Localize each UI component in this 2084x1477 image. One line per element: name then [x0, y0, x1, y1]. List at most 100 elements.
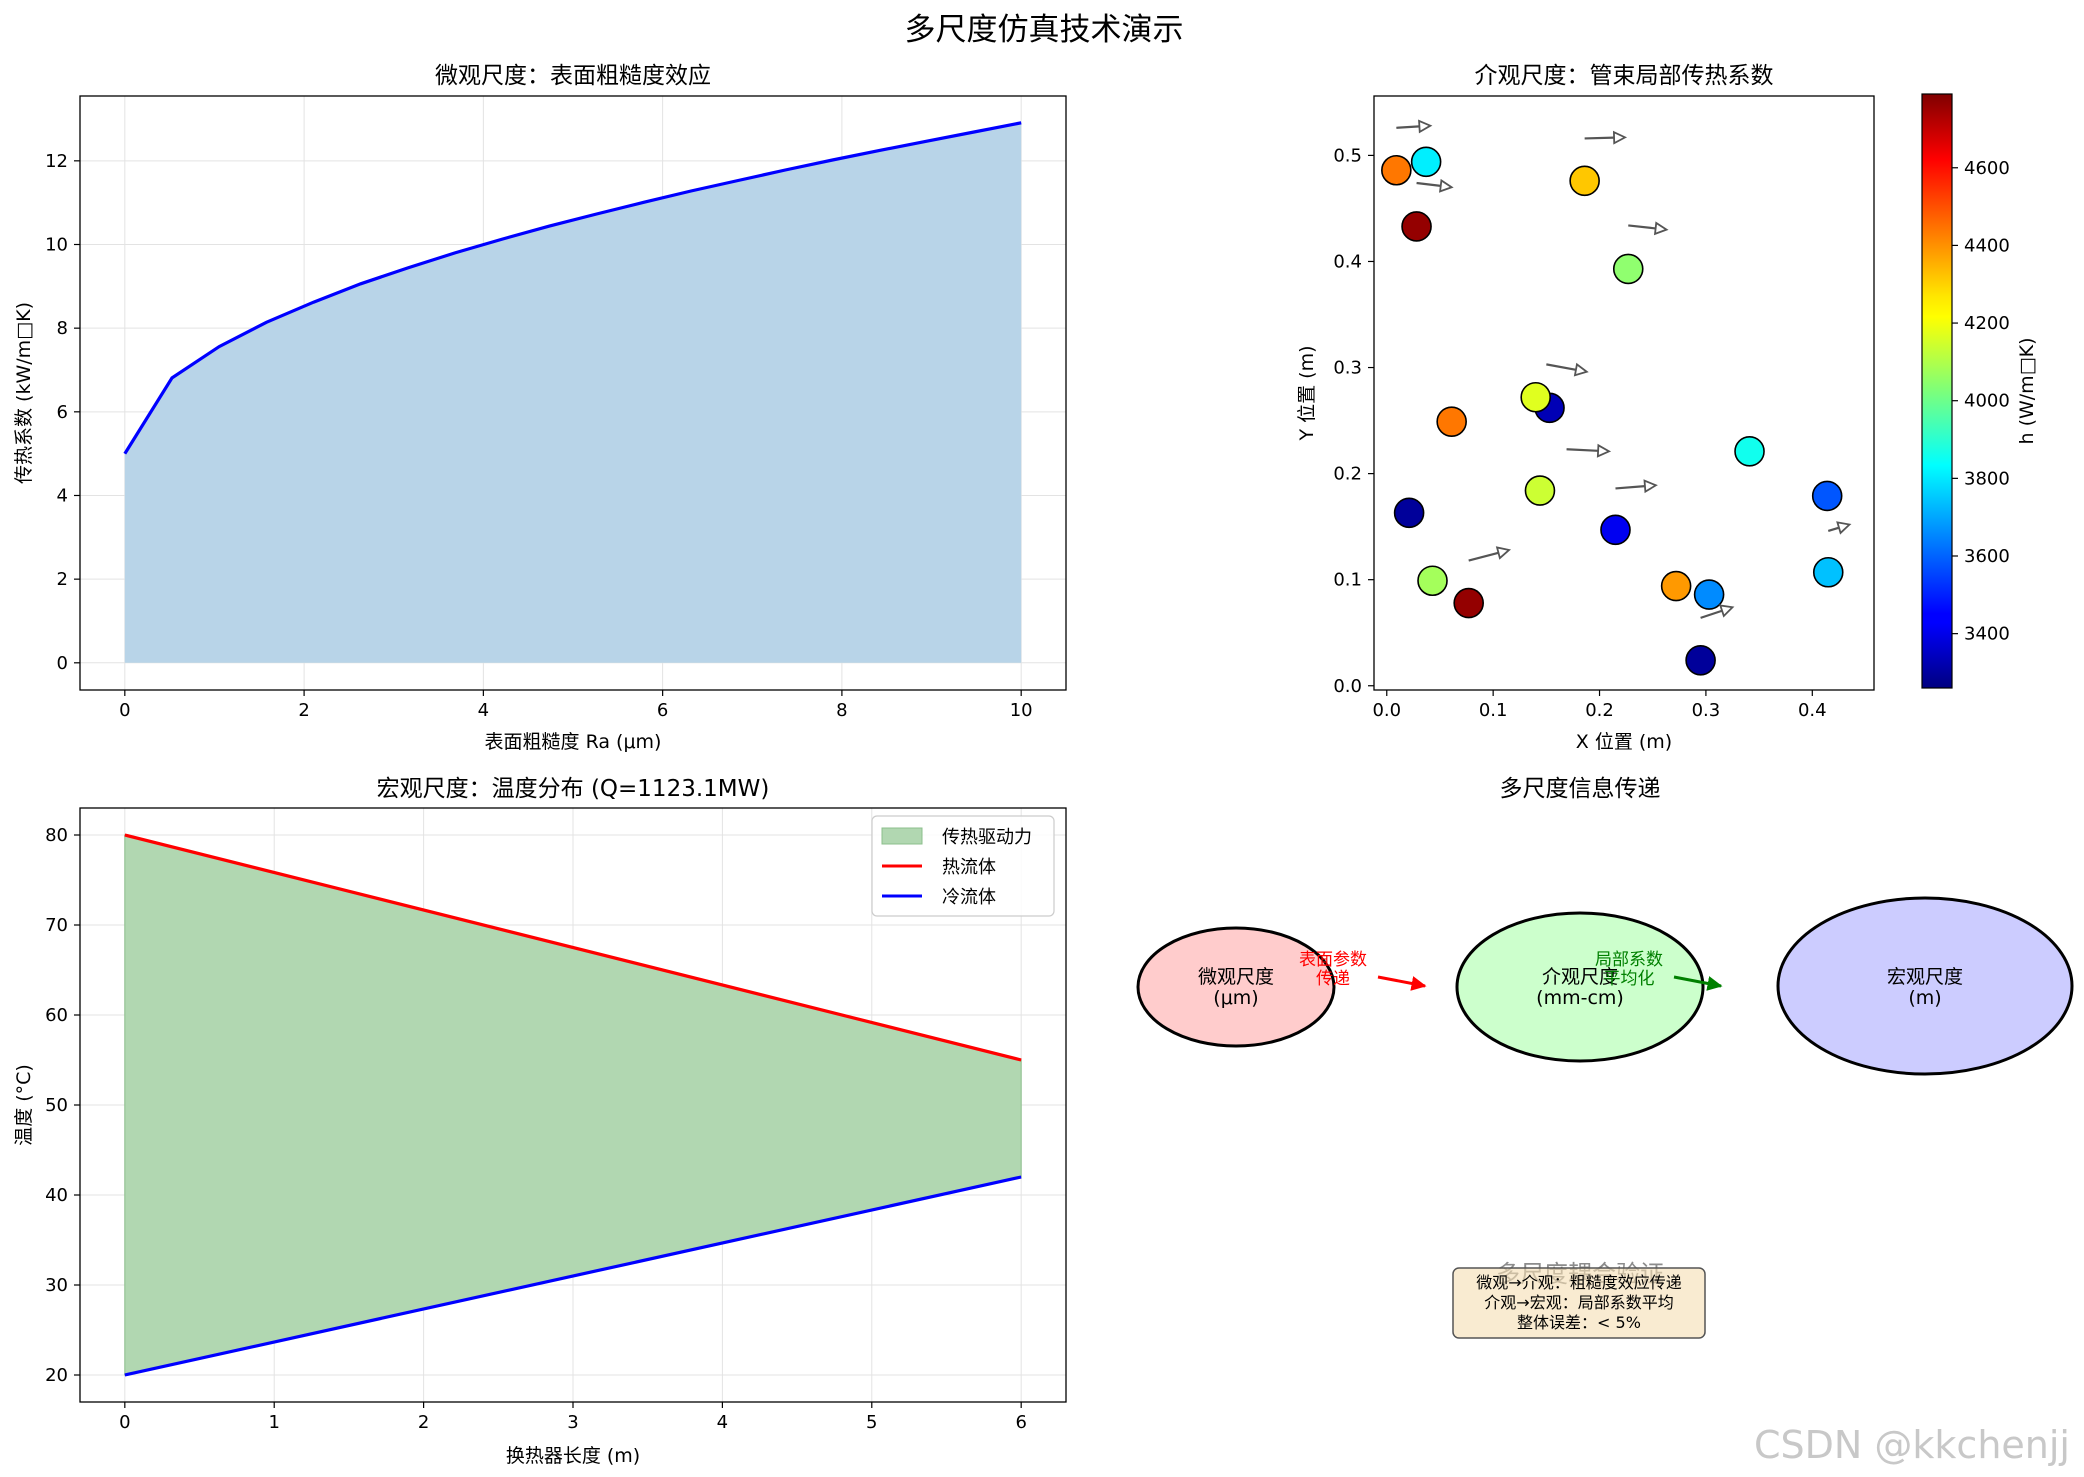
flow-arrow-head: [1439, 178, 1454, 193]
macro-ytick-label: 20: [45, 1365, 68, 1386]
meso-tube-point: [1410, 146, 1442, 178]
colorbar-label: h (W/m□K): [2016, 337, 2038, 444]
flow-arrow-shaft: [1628, 224, 1656, 230]
micro-ytick-label: 2: [57, 569, 68, 590]
macro-cold-line: [124, 1175, 1022, 1377]
flow-arrow-head: [1836, 521, 1852, 535]
node-macro-unit: (m): [1908, 987, 1941, 1009]
flow-arrow: [1584, 130, 1628, 145]
verification-line-3: 整体误差：< 5%: [1517, 1313, 1641, 1332]
meso-ytick-label: 0.3: [1333, 358, 1362, 379]
macro-xtick-label: 1: [268, 1412, 279, 1433]
macro-temperature-chart: 0 1 2 3 4 5 6 20 30 40 50 60 70 80 宏观尺度：温度分布 (Q=1123.…: [13, 776, 1067, 1467]
meso-axes-frame: [1373, 95, 1875, 691]
macro-title: 宏观尺度：温度分布 (Q=1123.1MW): [377, 776, 770, 802]
flow-arrow-shaft: [1615, 485, 1646, 490]
flow-arrow-shaft: [1566, 448, 1599, 452]
micro-ytick-label: 12: [45, 151, 68, 172]
colorbar-tick-label: 4600: [1964, 158, 2010, 179]
meso-tube-point: [1812, 556, 1844, 588]
meso-xtick-label: 0.2: [1585, 700, 1614, 721]
micro-axes-frame: [79, 95, 1067, 691]
meso-xlabel: X 位置 (m): [1576, 731, 1672, 753]
micro-ytick-label: 6: [57, 402, 68, 423]
meso-ytick-label: 0.2: [1333, 464, 1362, 485]
macro-xtick-label: 4: [717, 1412, 728, 1433]
node-meso: 介观尺度 (mm-cm): [1455, 911, 1705, 1063]
colorbar-tick-label: 3400: [1964, 624, 2010, 645]
flow-arrow-shaft: [1468, 551, 1499, 562]
micro-xtick-label: 0: [119, 700, 130, 721]
meso-tube-point: [1393, 497, 1425, 529]
verification-line-1: 微观→介观：粗糙度效应传递: [1476, 1273, 1681, 1292]
meso-tube-point: [1436, 406, 1467, 437]
flow-arrow-head: [1573, 362, 1589, 377]
macro-ytick-label: 40: [45, 1185, 68, 1206]
meso-ytick-label: 0.5: [1333, 145, 1362, 166]
macro-plot-area: [124, 833, 1022, 1377]
meso-tube-point: [1401, 211, 1432, 242]
meso-ytick-label: 0.4: [1333, 251, 1362, 272]
micro-xtick-label: 4: [478, 700, 489, 721]
arrow-micro-to-meso-label-2: 传递: [1316, 969, 1350, 989]
meso-tube-point: [1600, 514, 1631, 546]
diagram-title: 多尺度信息传递: [1500, 776, 1661, 802]
meso-tube-point: [1685, 644, 1716, 676]
macro-ticks: 0 1 2 3 4 5 6 20 30 40 50 60 70 80: [45, 825, 1027, 1433]
micro-xlabel: 表面粗糙度 Ra (μm): [485, 731, 662, 753]
flow-arrow-shaft: [1546, 363, 1577, 371]
micro-area-fill: [124, 122, 1022, 663]
meso-tube-bundle-chart: 0.0 0.1 0.2 0.3 0.4 0.0 0.1 0.2 0.3 0.4 0.5 介观尺度：管…: [1296, 63, 2038, 753]
arrow-micro-to-meso: 表面参数 传递: [1299, 950, 1427, 991]
macro-ytick-label: 30: [45, 1275, 68, 1296]
flow-arrow: [1396, 119, 1433, 134]
flow-arrow: [1546, 362, 1589, 377]
micro-xtick-label: 10: [1010, 700, 1033, 721]
macro-xtick-label: 6: [1015, 1412, 1026, 1433]
node-micro: 微观尺度 (μm): [1136, 926, 1336, 1048]
legend-cold-label: 冷流体: [942, 887, 996, 908]
micro-xtick-label: 2: [298, 700, 309, 721]
meso-tube-point: [1734, 436, 1765, 467]
colorbar-tick-label: 4400: [1964, 235, 2010, 256]
node-macro-label: 宏观尺度: [1887, 966, 1963, 988]
legend-fill-swatch: [881, 827, 923, 845]
meso-tube-point: [1381, 154, 1412, 186]
arrow-micro-to-meso-label: 表面参数: [1299, 950, 1367, 970]
meso-ytick-label: 0.0: [1333, 676, 1362, 697]
macro-ytick-label: 70: [45, 915, 68, 936]
micro-roughness-chart: 0 2 4 6 8 10 0 2 4 6 8 10 12 微观尺度：表面粗糙度效应 表面粗糙度 Ra (…: [13, 63, 1067, 753]
legend-fill-label: 传热驱动力: [942, 827, 1032, 848]
flow-arrow-shaft: [1584, 136, 1615, 140]
flow-arrow-head: [1495, 546, 1512, 560]
micro-title: 微观尺度：表面粗糙度效应: [435, 63, 711, 89]
meso-plot-area: [1381, 119, 1852, 676]
macro-xtick-label: 0: [119, 1412, 130, 1433]
micro-plot-area: [123, 121, 1022, 663]
flow-arrow: [1628, 221, 1669, 236]
flow-arrow-head: [1719, 604, 1735, 618]
micro-ytick-label: 8: [57, 318, 68, 339]
node-micro-unit: (μm): [1213, 987, 1258, 1009]
arrow-meso-to-macro: 局部系数 平均化: [1595, 950, 1723, 991]
micro-xtick-label: 6: [657, 700, 668, 721]
flow-arrow-shaft: [1827, 526, 1840, 532]
meso-ticks: 0.0 0.1 0.2 0.3 0.4 0.0 0.1 0.2 0.3 0.4 0.5: [1333, 145, 1826, 721]
macro-xtick-label: 2: [418, 1412, 429, 1433]
flow-arrow: [1615, 479, 1658, 494]
flow-arrow-shaft: [1416, 181, 1441, 187]
meso-xtick-label: 0.3: [1692, 700, 1721, 721]
micro-ytick-label: 10: [45, 235, 68, 256]
colorbar-tick-label: 3800: [1964, 468, 2010, 489]
legend-hot-label: 热流体: [942, 857, 996, 878]
colorbar-tick-label: 4000: [1964, 391, 2010, 412]
flow-arrow: [1827, 521, 1852, 535]
figure-title: 多尺度仿真技术演示: [905, 12, 1184, 48]
macro-legend: 传热驱动力 热流体 冷流体: [871, 815, 1055, 917]
macro-ytick-label: 80: [45, 825, 68, 846]
node-micro-label: 微观尺度: [1198, 966, 1274, 988]
meso-tube-point: [1693, 579, 1725, 610]
watermark: CSDN @kkchenjj: [1754, 1423, 2070, 1467]
meso-tube-point: [1453, 587, 1484, 619]
